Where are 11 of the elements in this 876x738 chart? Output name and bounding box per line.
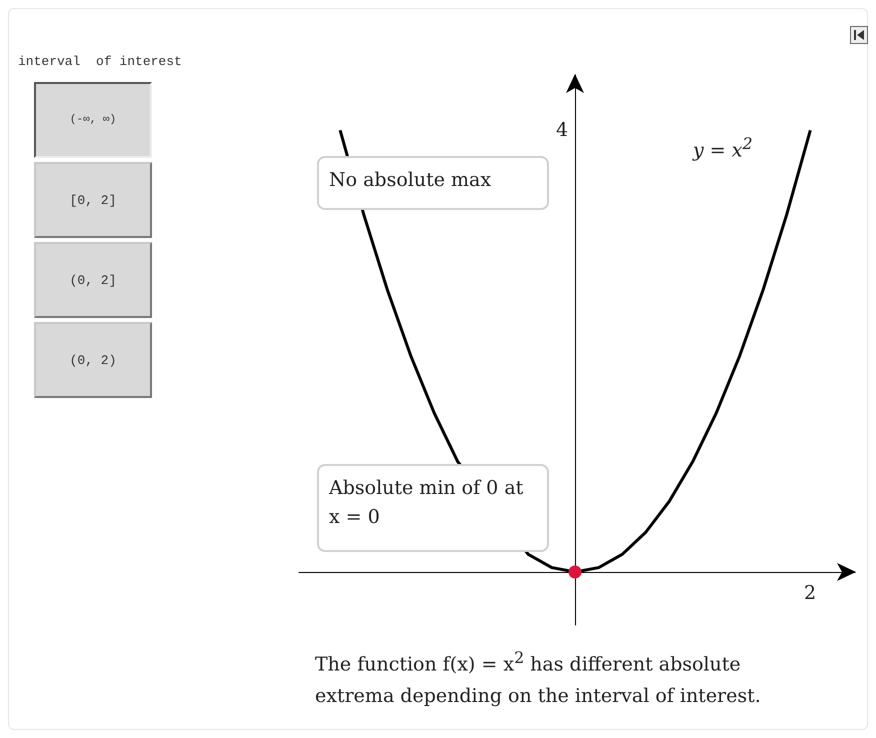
text: (-∞, ∞) <box>34 82 152 158</box>
text: 2 <box>804 582 816 604</box>
text: interval of interest <box>18 54 182 69</box>
annotation: y = x$^{2}$ <box>693 134 753 162</box>
text: (0, 2] <box>34 242 152 318</box>
text: (0, 2) <box>34 322 152 398</box>
callout-box: Absolute min of 0 at x = 0 <box>317 464 549 552</box>
text: The function f(x) = x$^{2}$ has different absolute extrema depending on the interval of interest. <box>315 647 762 709</box>
callout-box: No absolute max <box>317 156 549 210</box>
text: [0, 2] <box>34 162 152 238</box>
annotation: 4 <box>556 119 568 141</box>
